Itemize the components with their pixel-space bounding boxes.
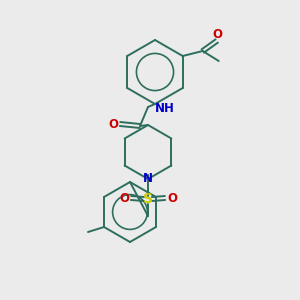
Text: S: S	[143, 192, 153, 206]
Text: O: O	[213, 28, 223, 40]
Text: N: N	[143, 172, 153, 185]
Text: NH: NH	[155, 103, 175, 116]
Text: O: O	[119, 191, 129, 205]
Text: O: O	[167, 191, 177, 205]
Text: O: O	[108, 118, 118, 130]
